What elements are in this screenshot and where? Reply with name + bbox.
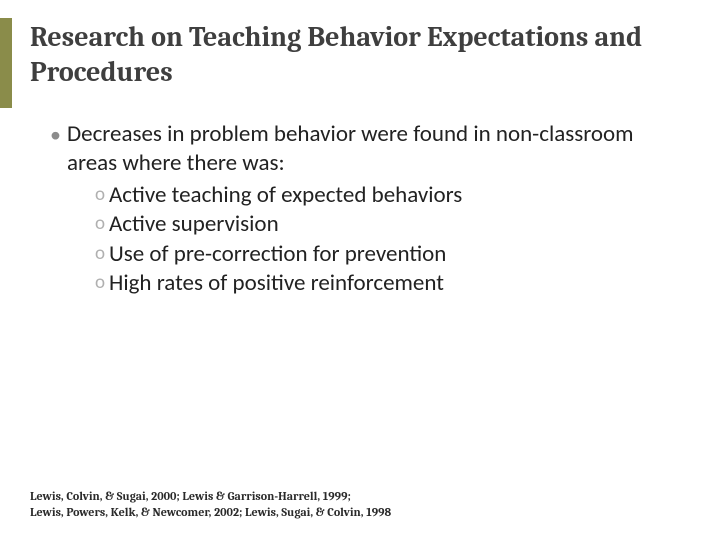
main-bullet-text-wrapper: Decreases in problem behavior were found… — [67, 120, 680, 299]
citation-block: Lewis, Colvin, & Sugai, 2000; Lewis & Ga… — [30, 488, 391, 520]
sub-item: o Active teaching of expected behaviors — [95, 181, 680, 210]
main-bullet: • Decreases in problem behavior were fou… — [50, 120, 680, 299]
sub-item: o Use of pre-correction for prevention — [95, 240, 680, 269]
sub-item: o High rates of positive reinforcement — [95, 269, 680, 298]
sub-item-text: Use of pre-correction for prevention — [109, 240, 446, 269]
sub-item-text: Active supervision — [109, 210, 279, 239]
body-content: • Decreases in problem behavior were fou… — [30, 120, 680, 299]
citation-line-2: Lewis, Powers, Kelk, & Newcomer, 2002; L… — [30, 504, 391, 520]
sub-item-text: Active teaching of expected behaviors — [109, 181, 462, 210]
bullet-marker: • — [50, 120, 61, 299]
ring-marker: o — [95, 240, 105, 269]
sub-item-text: High rates of positive reinforcement — [109, 269, 444, 298]
main-bullet-text: Decreases in problem behavior were found… — [67, 120, 634, 177]
slide-container: Research on Teaching Behavior Expectatio… — [0, 0, 720, 540]
sub-item: o Active supervision — [95, 210, 680, 239]
ring-marker: o — [95, 210, 105, 239]
ring-marker: o — [95, 269, 105, 298]
ring-marker: o — [95, 181, 105, 210]
slide-title: Research on Teaching Behavior Expectatio… — [30, 20, 680, 90]
citation-line-1: Lewis, Colvin, & Sugai, 2000; Lewis & Ga… — [30, 488, 391, 504]
sub-list: o Active teaching of expected behaviors … — [67, 181, 680, 299]
